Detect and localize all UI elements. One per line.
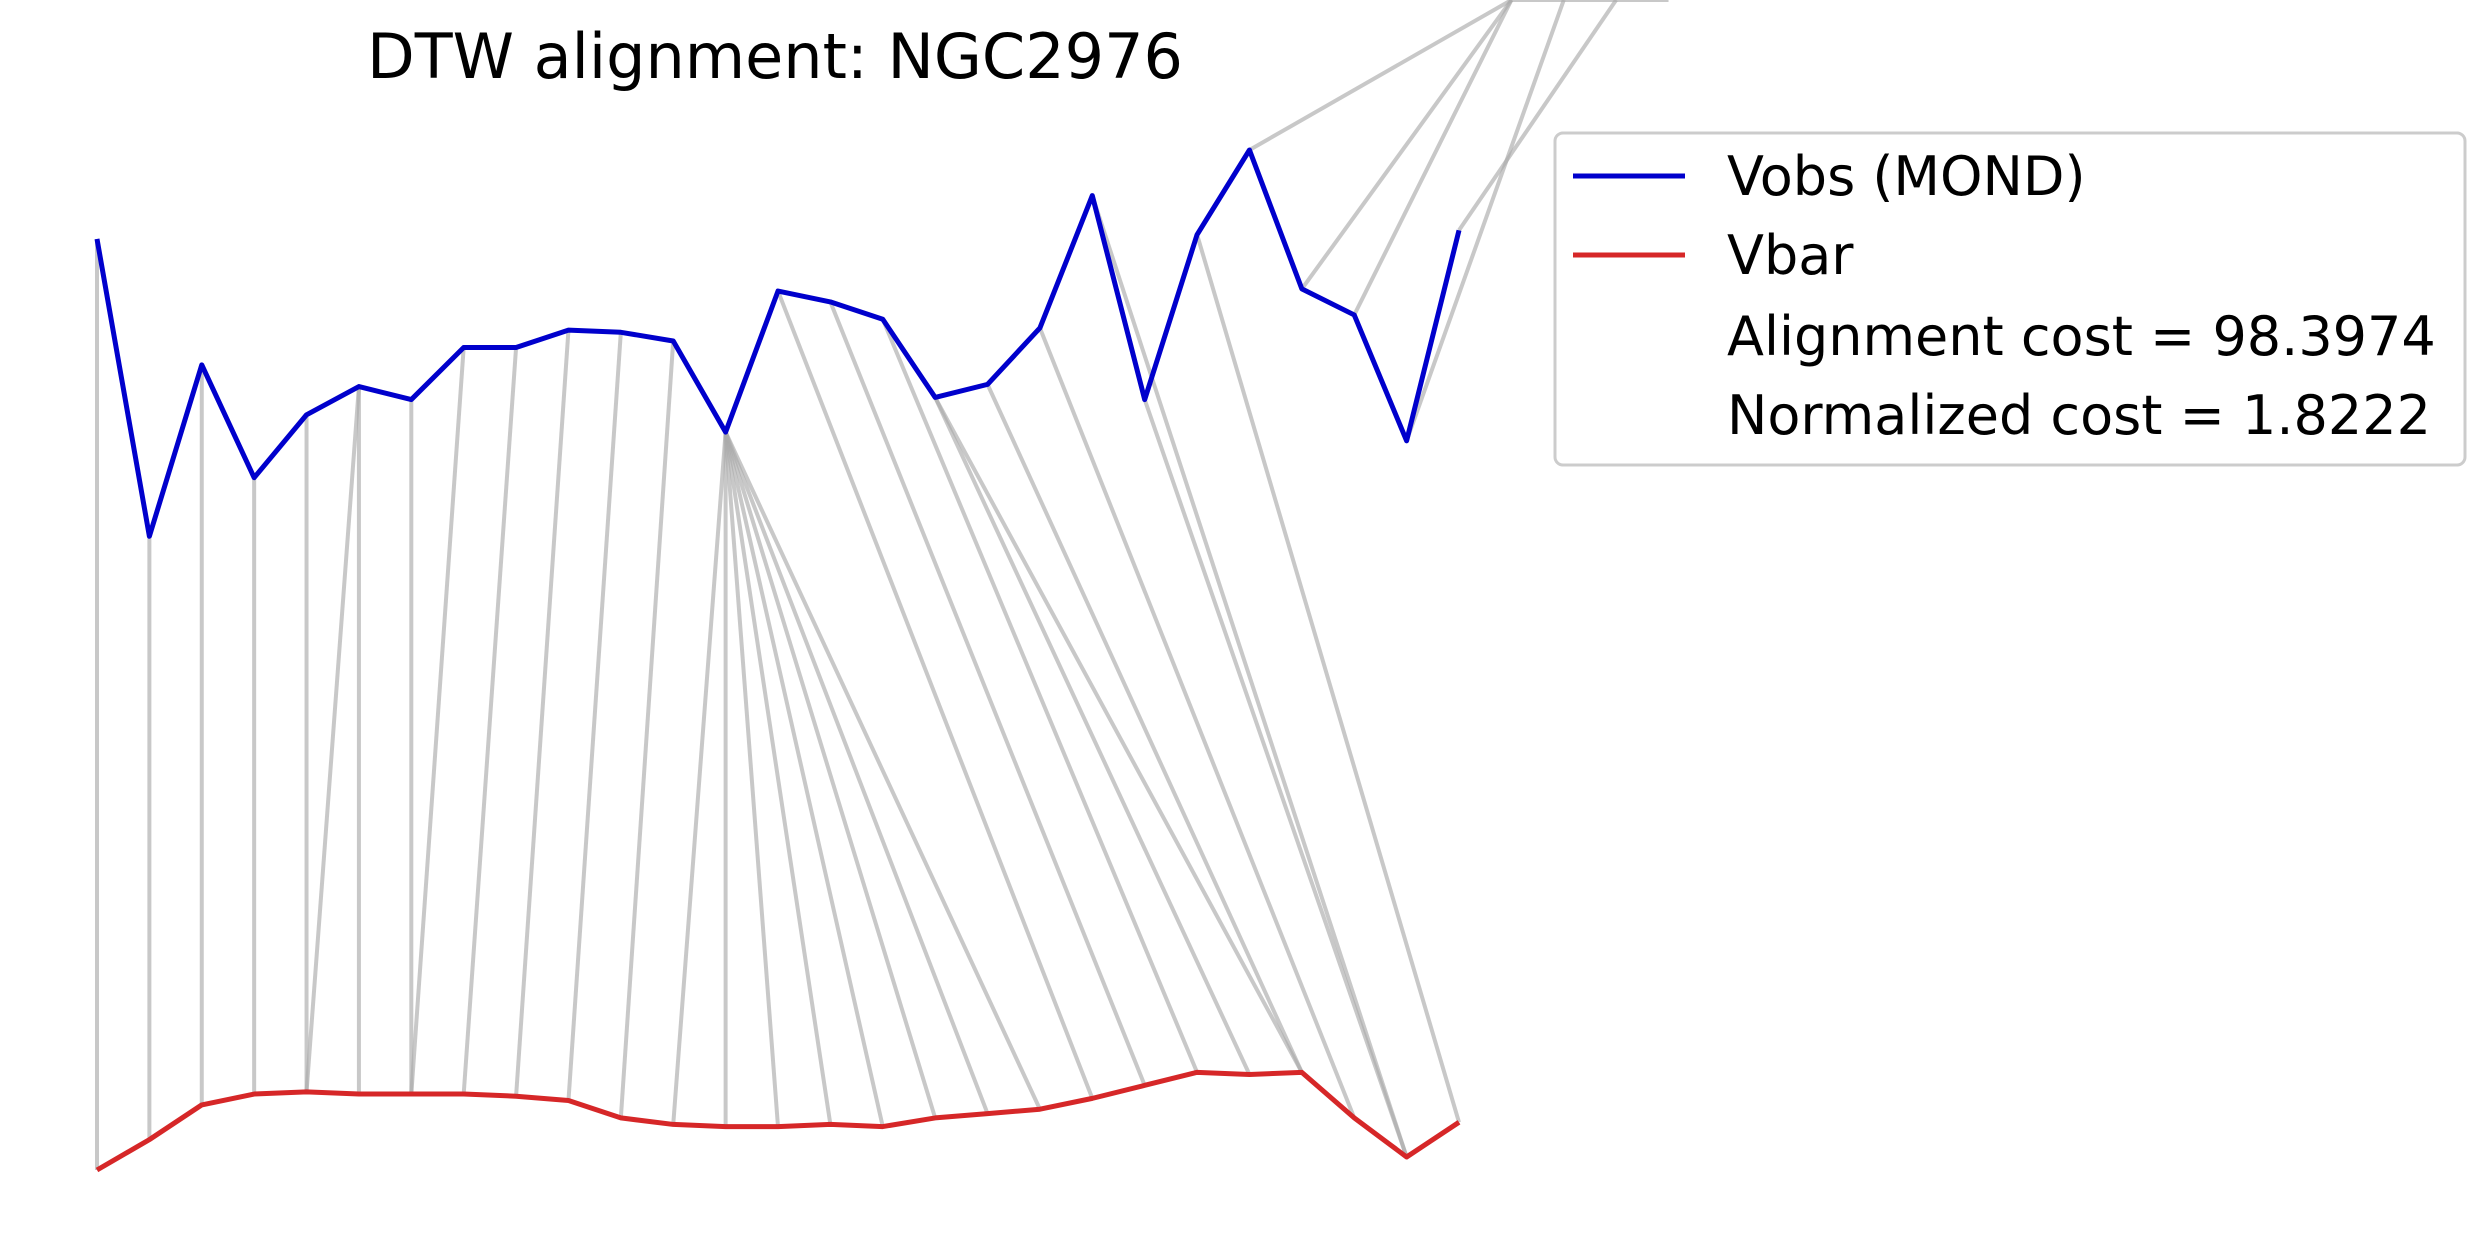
alignment-connector [1404,0,1566,442]
series-line-vobs [94,147,1462,539]
alignment-connector [723,431,938,1119]
alignment-connector [723,431,990,1115]
chart-title: DTW alignment: NGC2976 [367,20,1183,93]
legend-normalized-cost: Normalized cost = 1.8222 [1727,384,2431,447]
alignment-connector [1142,398,1409,1158]
alignment-connector [1352,0,1514,316]
series-lines [94,147,1462,1173]
alignment-connector [723,431,780,1127]
alignment-connector [776,290,1095,1100]
alignment-connector [933,396,1304,1074]
legend: Vobs (MOND) Vbar Alignment cost = 98.397… [1553,131,2467,467]
alignment-connector [409,347,466,1095]
alignment-connector [723,431,833,1125]
alignment-connector [304,386,361,1093]
alignment-connector [1457,0,1618,232]
legend-alignment-cost: Alignment cost = 98.3974 [1727,305,2436,368]
alignment-connector [618,340,676,1119]
legend-label-vobs: Vobs (MOND) [1727,145,2086,208]
alignment-connector [723,431,885,1128]
alignment-connector [514,329,571,1097]
alignment-connector [1038,327,1357,1119]
alignment-connector [461,347,519,1095]
legend-label-vbar: Vbar [1727,224,1854,287]
alignment-connector [880,318,1199,1074]
alignment-connector [933,396,1252,1076]
alignment-connector [671,431,728,1125]
alignment-connector [1090,194,1409,1158]
legend-frame [1553,131,2467,467]
alignment-connector [985,383,1304,1074]
alignment-connectors [95,0,1669,1170]
alignment-connector [723,431,1042,1111]
alignment-connector [1300,0,1514,291]
alignment-connector [1195,234,1461,1123]
alignment-connector [566,332,623,1101]
alignment-connector [828,301,1147,1087]
series-line-vbar [95,1069,1461,1173]
alignment-connector [1248,0,1513,152]
